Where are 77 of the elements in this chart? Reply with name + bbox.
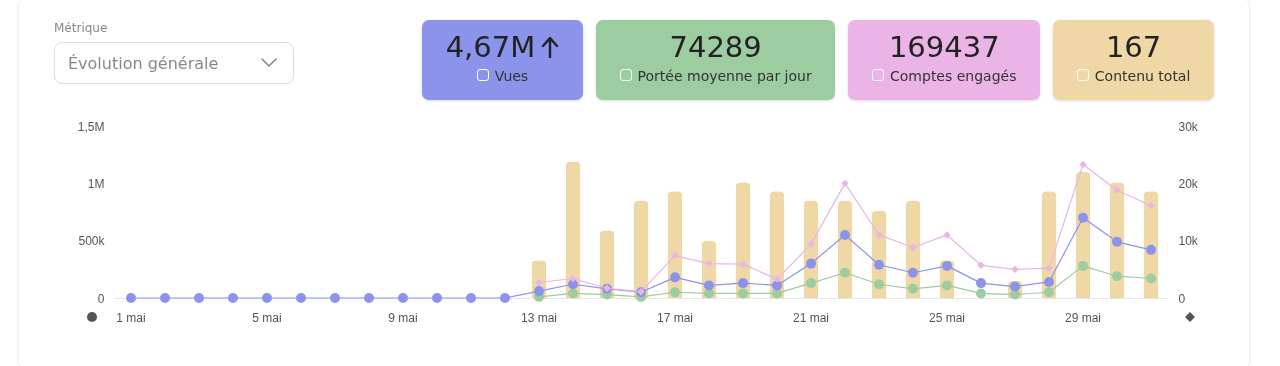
point [569,274,577,283]
point [942,280,952,291]
dropdown-field: Évolution générale [54,42,294,84]
x-tick-label: 21 mai [792,310,830,325]
point [1112,236,1122,247]
legend-label: Portée moyenne par jour [637,68,812,84]
point [874,279,884,290]
point [194,293,204,303]
x-tick-label: 29 mai [1064,310,1102,325]
point [738,278,748,289]
point [500,293,510,303]
y2-tick-label: 10k [1178,234,1199,249]
point [466,293,476,303]
point [670,287,680,298]
point [705,259,713,268]
y-tick-label: 0 [97,291,105,306]
point [1146,273,1156,284]
point [1078,260,1088,271]
point [840,267,850,278]
x-tick-label: 9 mai [388,310,418,325]
x-tick-label: 17 mai [656,310,694,325]
text: 4,67M [445,30,536,64]
point [126,293,136,303]
point [228,293,238,303]
point [330,293,340,303]
x-tick-label: 25 mai [928,310,966,325]
text: 167 [1105,30,1162,64]
y2-tick-label: 0 [1178,291,1186,306]
point [160,293,170,303]
point [671,251,679,260]
legend-label: Comptes engagés [890,68,1017,84]
point [398,293,408,303]
x-tick-label: 1 mai [116,310,146,325]
x-tick-label: 5 mai [252,310,282,325]
point [535,278,543,287]
point [942,260,952,271]
point [841,179,849,188]
point [432,293,442,303]
point [568,288,578,299]
point [1146,244,1156,255]
x-tick-label: 13 mai [520,310,558,325]
point [1044,287,1054,298]
text: 169437 [888,30,1000,64]
point [909,243,917,252]
y-tick-label: 500k [78,234,106,249]
point [1044,276,1054,287]
point [908,267,918,278]
point [1079,160,1087,169]
legend-label: Vues [494,68,529,84]
y2-tick-label: 30k [1178,119,1199,134]
point [977,261,985,270]
point [840,229,850,240]
point [772,280,782,291]
text: Métrique [54,21,108,35]
point [806,278,816,289]
point [1147,201,1155,210]
point [262,293,272,303]
y-tick-label: 1,5M [77,119,105,134]
y2-tick-label: 20k [1178,176,1199,191]
point [1112,271,1122,282]
legend-label: Contenu total [1094,68,1191,84]
y-tick-label: 1M [87,176,105,191]
point [364,293,374,303]
text: 74289 [669,30,762,64]
bar [633,200,649,298]
point [1078,212,1088,223]
point [534,286,544,297]
point [806,258,816,269]
point [738,288,748,299]
point [976,288,986,299]
point [976,278,986,289]
point [670,272,680,283]
point [704,280,714,291]
point [1011,265,1019,274]
point [908,283,918,294]
point [296,293,306,303]
point [874,259,884,270]
